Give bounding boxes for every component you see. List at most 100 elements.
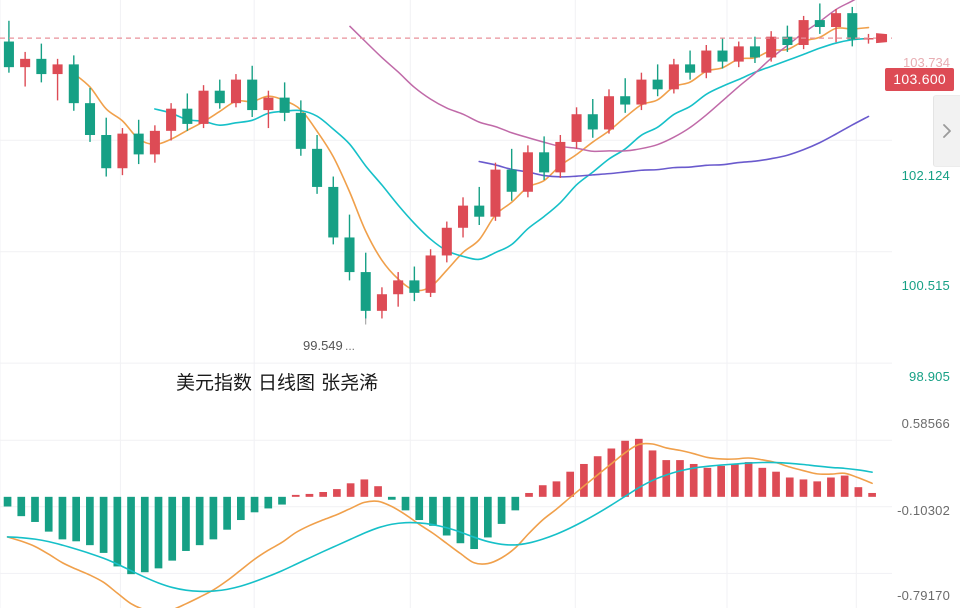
- macd-histogram-bar[interactable]: [140, 496, 149, 573]
- candlestick[interactable]: [149, 125, 160, 163]
- macd-histogram-bar[interactable]: [99, 496, 108, 553]
- macd-histogram-bar[interactable]: [442, 496, 451, 536]
- candlestick[interactable]: [636, 72, 647, 111]
- candlestick[interactable]: [474, 186, 485, 225]
- macd-histogram-bar[interactable]: [731, 463, 739, 497]
- macd-histogram-bar[interactable]: [552, 481, 561, 497]
- macd-histogram-bar[interactable]: [799, 479, 808, 497]
- candlestick[interactable]: [393, 272, 404, 307]
- candlestick[interactable]: [3, 20, 14, 73]
- candlestick[interactable]: [279, 82, 290, 122]
- candlestick[interactable]: [652, 64, 663, 97]
- macd-histogram-bar[interactable]: [758, 467, 767, 497]
- chevron-right-icon[interactable]: [933, 95, 960, 167]
- candlestick[interactable]: [376, 287, 387, 319]
- macd-histogram-bar[interactable]: [676, 460, 684, 497]
- macd-histogram-bar[interactable]: [264, 496, 273, 509]
- macd-histogram-bar[interactable]: [346, 483, 355, 497]
- candlestick[interactable]: [847, 6, 858, 47]
- candlestick[interactable]: [685, 50, 696, 80]
- candlestick[interactable]: [344, 214, 355, 281]
- macd-histogram-bar[interactable]: [511, 496, 520, 511]
- candlestick[interactable]: [668, 58, 679, 94]
- candlestick[interactable]: [458, 197, 469, 238]
- macd-histogram-bar[interactable]: [580, 463, 588, 497]
- candlestick[interactable]: [506, 148, 517, 201]
- macd-chart-svg[interactable]: [0, 405, 960, 608]
- candlestick[interactable]: [166, 103, 177, 141]
- macd-histogram-bar[interactable]: [278, 496, 286, 505]
- candlestick[interactable]: [814, 3, 825, 34]
- macd-histogram-bar[interactable]: [17, 496, 26, 517]
- macd-histogram-bar[interactable]: [484, 496, 492, 538]
- macd-histogram-bar[interactable]: [689, 463, 698, 497]
- macd-histogram-bar[interactable]: [291, 494, 300, 497]
- macd-histogram-bar[interactable]: [607, 448, 616, 497]
- macd-histogram-bar[interactable]: [703, 467, 712, 497]
- candlestick[interactable]: [360, 252, 371, 319]
- macd-histogram-bar[interactable]: [662, 460, 671, 497]
- candlestick[interactable]: [36, 43, 47, 83]
- macd-histogram-bar[interactable]: [387, 496, 396, 500]
- macd-histogram-bar[interactable]: [31, 496, 39, 522]
- candlestick[interactable]: [52, 58, 63, 101]
- macd-histogram-bar[interactable]: [182, 496, 190, 551]
- candlestick[interactable]: [782, 25, 793, 52]
- price-chart-panel[interactable]: [0, 0, 960, 405]
- candlestick[interactable]: [717, 38, 728, 69]
- macd-histogram-bar[interactable]: [168, 496, 177, 561]
- candlestick[interactable]: [133, 119, 144, 165]
- candlestick[interactable]: [571, 107, 582, 149]
- macd-histogram-bar[interactable]: [237, 496, 245, 521]
- candlestick[interactable]: [312, 135, 323, 194]
- macd-histogram-bar[interactable]: [717, 465, 725, 497]
- candlestick[interactable]: [117, 128, 128, 176]
- candlestick[interactable]: [409, 266, 420, 302]
- candlestick[interactable]: [749, 36, 760, 63]
- macd-histogram-bar[interactable]: [429, 496, 437, 526]
- candlestick[interactable]: [328, 176, 339, 245]
- candlestick[interactable]: [539, 136, 550, 180]
- candlestick[interactable]: [68, 55, 79, 111]
- macd-histogram-bar[interactable]: [374, 486, 382, 497]
- macd-chart-panel[interactable]: [0, 405, 960, 608]
- macd-histogram-bar[interactable]: [195, 496, 204, 546]
- candlestick[interactable]: [587, 99, 598, 138]
- candlestick[interactable]: [84, 87, 96, 142]
- macd-histogram-bar[interactable]: [497, 496, 506, 524]
- candlestick[interactable]: [425, 249, 436, 297]
- macd-histogram-bar[interactable]: [44, 496, 53, 532]
- candlestick[interactable]: [182, 93, 193, 131]
- candlestick[interactable]: [441, 221, 452, 263]
- candlestick[interactable]: [263, 90, 274, 129]
- macd-histogram-bar[interactable]: [648, 450, 657, 497]
- candlestick[interactable]: [198, 85, 209, 129]
- macd-histogram-bar[interactable]: [127, 496, 135, 575]
- price-chart-svg[interactable]: [0, 0, 960, 405]
- macd-histogram-bar[interactable]: [456, 496, 465, 544]
- macd-histogram-bar[interactable]: [72, 496, 80, 542]
- macd-histogram-bar[interactable]: [223, 496, 231, 530]
- candlestick[interactable]: [701, 45, 712, 79]
- candlestick[interactable]: [247, 65, 258, 117]
- macd-histogram-bar[interactable]: [470, 496, 478, 550]
- candlestick[interactable]: [620, 78, 631, 113]
- macd-histogram-bar[interactable]: [360, 479, 369, 497]
- candlestick[interactable]: [522, 145, 533, 198]
- macd-histogram-bar[interactable]: [744, 462, 753, 497]
- macd-histogram-bar[interactable]: [593, 456, 602, 497]
- candlestick[interactable]: [555, 135, 566, 178]
- macd-histogram-bar[interactable]: [305, 493, 314, 497]
- macd-histogram-bar[interactable]: [621, 440, 629, 497]
- macd-histogram-bar[interactable]: [772, 471, 780, 497]
- macd-histogram-bar[interactable]: [3, 496, 12, 507]
- macd-histogram-bar[interactable]: [86, 496, 94, 546]
- candlestick[interactable]: [766, 31, 777, 62]
- macd-histogram-bar[interactable]: [58, 496, 67, 540]
- macd-histogram-bar[interactable]: [525, 492, 533, 497]
- candlestick[interactable]: [831, 9, 842, 43]
- current-price-tag[interactable]: 103.600: [885, 68, 954, 91]
- macd-histogram-bar[interactable]: [854, 487, 863, 497]
- macd-histogram-bar[interactable]: [785, 477, 794, 497]
- macd-histogram-bar[interactable]: [113, 496, 122, 567]
